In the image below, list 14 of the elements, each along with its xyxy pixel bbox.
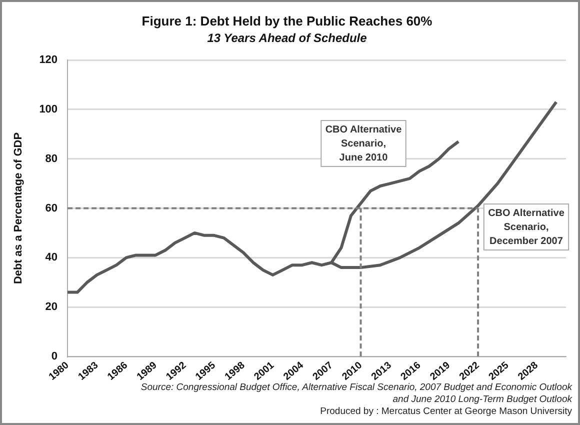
y-tick-label: 80	[45, 152, 58, 165]
y-tick-label: 60	[45, 202, 58, 214]
y-tick-label: 20	[45, 301, 58, 314]
chart-title: Figure 1: Debt Held by the Public Reaches 60%	[142, 13, 433, 28]
series-label: CBO Alternative Scenario, June 2010	[325, 124, 402, 164]
y-axis-title: Debt as a Percentage of GDP	[12, 132, 25, 284]
text: Produced by : Mercatus Center at George Mason University	[319, 406, 572, 418]
source-note: Source: Congressional Budget Office, Alternative Fiscal Scenario, 2007 Budget and Economic Outlook and June 2010 Long-Term Budget Outlook	[140, 382, 572, 406]
series-label: CBO Alternative Scenario, December 2007	[488, 208, 565, 247]
y-tick-label: 40	[45, 252, 58, 264]
y-tick-label: 100	[39, 103, 58, 116]
chart-subtitle: 13 Years Ahead of Schedule	[207, 31, 368, 46]
y-tick-label: 0	[51, 350, 58, 363]
y-tick-label: 120	[39, 54, 58, 66]
